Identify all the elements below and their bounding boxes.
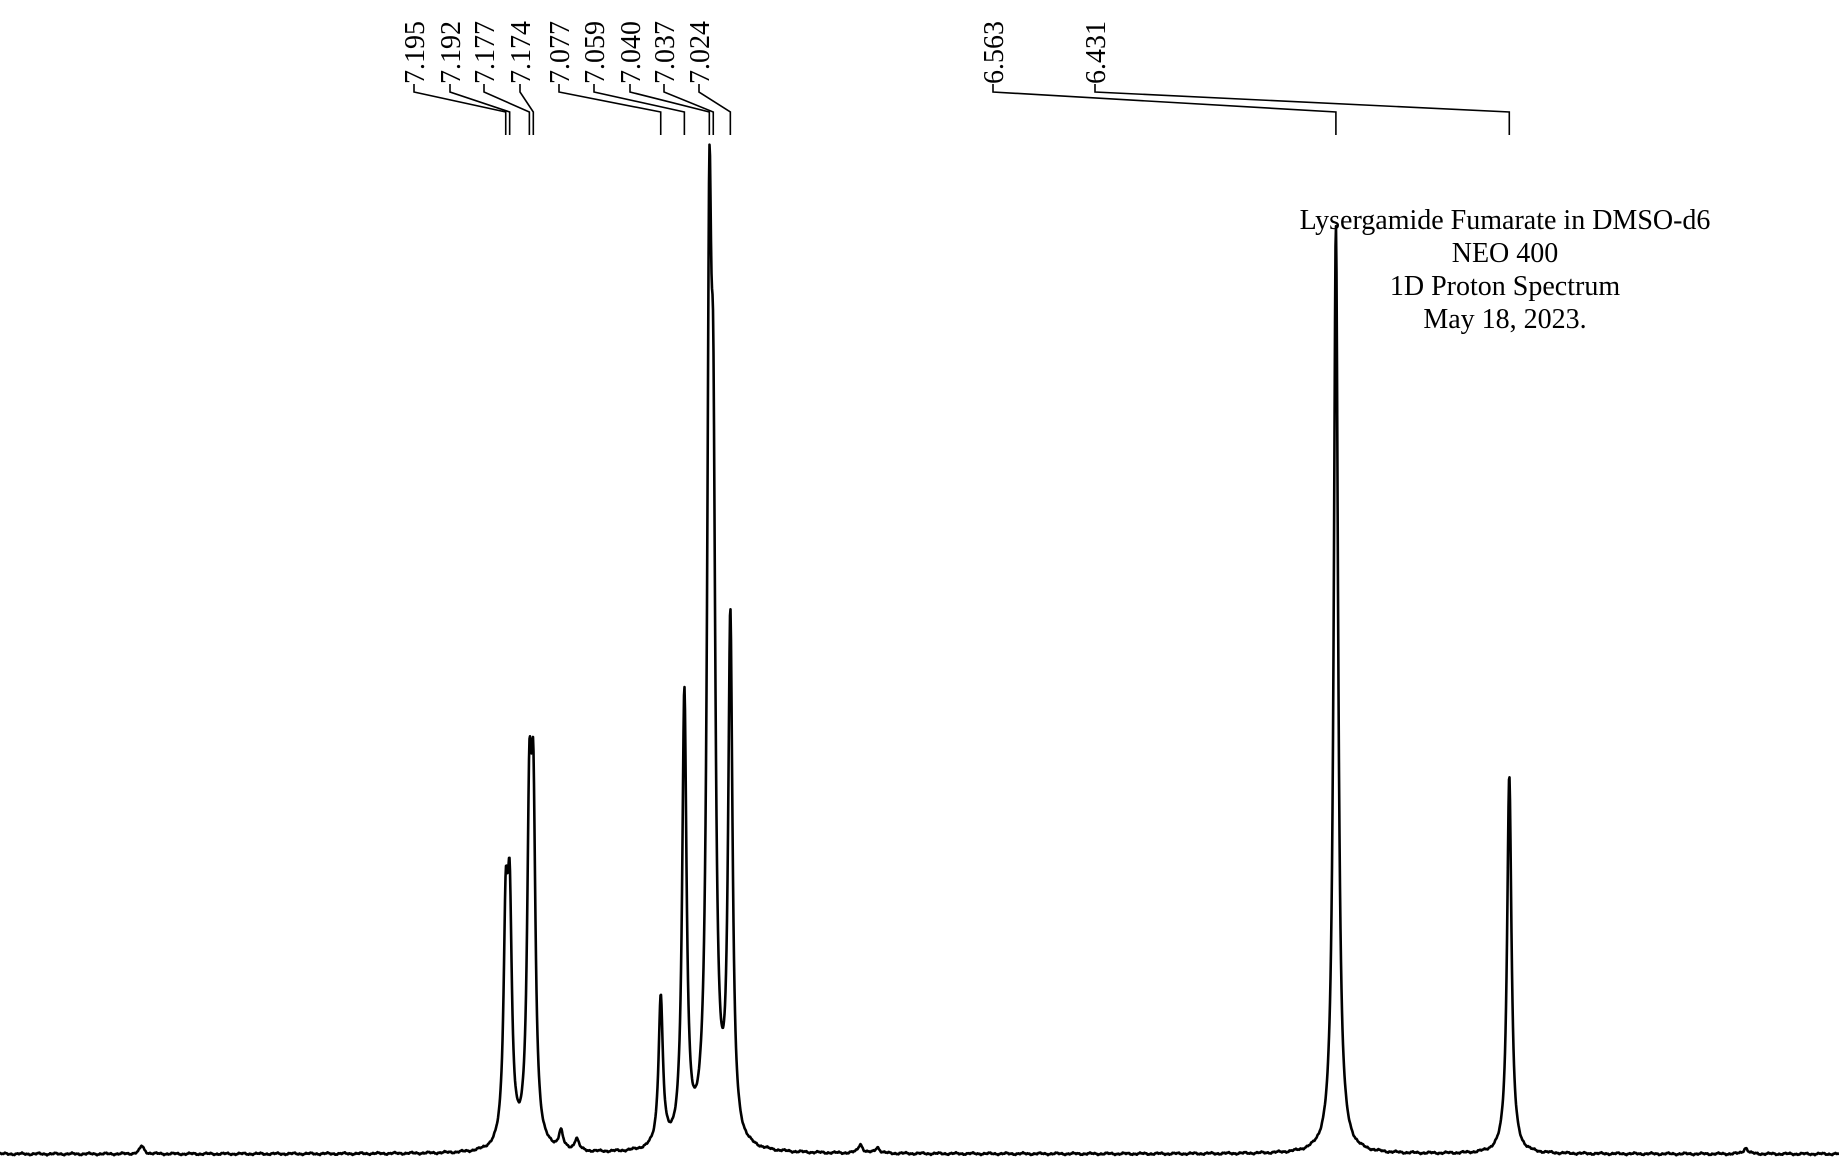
peak-label: 7.177 <box>470 21 501 84</box>
spectrum-trace <box>0 143 1839 1157</box>
sample-title: Lysergamide Fumarate in DMSO-d6 <box>1299 205 1711 236</box>
peak-label-connectors <box>413 84 1511 135</box>
peak-label: 7.024 <box>685 21 716 84</box>
peak-label: 7.040 <box>616 21 647 84</box>
peak-label-connector <box>558 84 662 135</box>
peak-label-connector <box>593 84 686 135</box>
peak-label: 7.195 <box>400 21 431 84</box>
peak-label: 7.192 <box>436 21 467 84</box>
peak-label-connector <box>629 84 711 135</box>
peak-label: 7.059 <box>580 21 611 84</box>
spectrum-info: Lysergamide Fumarate in DMSO-d6 NEO 400 … <box>1270 204 1740 336</box>
peak-label-connector <box>483 84 531 135</box>
experiment-name: 1D Proton Spectrum <box>1389 271 1621 302</box>
peak-labels: 7.195 7.192 7.177 7.174 7.077 7.059 7.040 7.037… <box>400 21 1112 84</box>
acquisition-date: May 18, 2023. <box>1423 304 1587 335</box>
peak-label: 7.174 <box>506 21 537 84</box>
peak-label: 7.077 <box>545 21 576 84</box>
peak-label: 7.037 <box>650 21 681 84</box>
peak-label-connector <box>663 84 715 135</box>
peak-label: 6.563 <box>979 21 1010 84</box>
peak-label-connector <box>413 84 507 135</box>
peak-label-connector <box>992 84 1337 135</box>
peak-label-connector <box>1094 84 1511 135</box>
peak-label-connector <box>519 84 535 135</box>
peak-label-connector <box>698 84 732 135</box>
peak-label-connector <box>449 84 511 135</box>
peak-label: 6.431 <box>1081 21 1112 84</box>
instrument-name: NEO 400 <box>1451 238 1559 269</box>
